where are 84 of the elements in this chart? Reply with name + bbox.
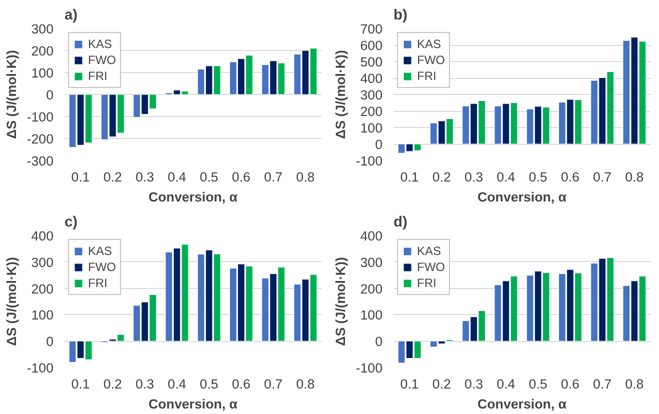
legend-label: FRI	[88, 69, 108, 83]
y-tick-label: -100	[356, 360, 383, 376]
y-tick-label: 0	[46, 88, 54, 102]
y-tick-label: 300	[360, 88, 383, 102]
y-tick-label: 400	[31, 228, 54, 244]
x-tick-label: 0.3	[136, 376, 154, 392]
y-tick-label: 400	[360, 71, 383, 86]
y-tick-label: 200	[360, 104, 383, 119]
legend-label: FRI	[417, 69, 437, 83]
legend-label: FWO	[417, 260, 445, 274]
legend-label: FRI	[417, 276, 437, 290]
legend-label: FRI	[88, 276, 108, 290]
x-tick-label: 0.5	[528, 376, 548, 392]
y-tick-label: -100	[26, 110, 54, 124]
y-tick-label: 0	[375, 137, 383, 152]
x-axis-title: Conversion, α	[148, 190, 238, 204]
x-tick-label: 0.7	[264, 170, 283, 184]
x-tick-label: 0.4	[168, 376, 187, 392]
y-tick-label: 400	[360, 228, 383, 244]
x-tick-label: 0.2	[103, 170, 122, 184]
x-tick-label: 0.3	[464, 170, 484, 184]
x-tick-label: 0.5	[200, 376, 218, 392]
y-axis-title: ΔS (J/(mol·K))	[4, 50, 19, 139]
x-tick-label: 0.8	[296, 170, 315, 184]
legend-label: FWO	[88, 260, 116, 274]
y-tick-label: 100	[31, 308, 54, 323]
x-tick-label: 0.8	[296, 376, 315, 392]
chart-title: c)	[64, 214, 78, 230]
x-tick-label: 0.6	[232, 376, 250, 392]
y-axis-title: ΔS (J/(mol·K))	[332, 257, 348, 346]
legend-label: KAS	[417, 37, 442, 51]
chart-title: d)	[394, 214, 408, 230]
x-tick-label: 0.5	[528, 170, 548, 184]
y-tick-label: -300	[26, 154, 54, 168]
y-tick-label: -100	[356, 154, 383, 168]
x-tick-label: 0.6	[560, 376, 580, 392]
chart-title: b)	[394, 8, 408, 24]
x-tick-label: 0.2	[103, 376, 122, 392]
x-axis-title: Conversion, α	[478, 396, 568, 412]
x-tick-label: 0.1	[400, 170, 419, 184]
x-tick-label: 0.6	[232, 170, 250, 184]
chart-title: a)	[64, 8, 78, 24]
x-tick-label: 0.1	[400, 376, 419, 392]
x-tick-label: 0.4	[496, 376, 516, 392]
y-tick-label: 300	[360, 254, 383, 270]
x-tick-label: 0.1	[71, 376, 90, 392]
y-tick-label: 300	[31, 254, 54, 270]
y-tick-label: -200	[26, 132, 54, 146]
y-tick-label: 300	[31, 22, 54, 36]
x-tick-label: 0.6	[560, 170, 580, 184]
x-tick-label: 0.2	[432, 376, 451, 392]
x-axis-title: Conversion, α	[148, 396, 238, 412]
y-axis-title: ΔS (J/(mol·K))	[332, 50, 348, 139]
y-tick-label: 200	[31, 44, 54, 58]
y-tick-label: 200	[31, 281, 54, 296]
y-axis-title: ΔS (J/(mol·K))	[4, 257, 19, 346]
x-tick-label: 0.7	[264, 376, 283, 392]
x-tick-label: 0.8	[625, 376, 644, 392]
x-tick-label: 0.4	[496, 170, 516, 184]
y-tick-label: 200	[360, 281, 383, 296]
y-tick-label: 700	[360, 22, 383, 36]
y-tick-label: 500	[360, 54, 383, 70]
legend-label: KAS	[417, 244, 442, 258]
legend-label: KAS	[88, 244, 112, 258]
y-tick-label: -100	[26, 360, 54, 376]
x-tick-label: 0.3	[464, 376, 484, 392]
x-tick-label: 0.7	[593, 170, 612, 184]
y-tick-label: 100	[360, 308, 383, 323]
y-tick-label: 0	[375, 334, 383, 350]
x-axis-title: Conversion, α	[478, 190, 568, 204]
x-tick-label: 0.8	[625, 170, 644, 184]
legend-label: KAS	[88, 37, 112, 51]
x-tick-label: 0.1	[71, 170, 90, 184]
y-tick-label: 100	[360, 120, 383, 136]
y-tick-label: 100	[31, 66, 54, 80]
x-tick-label: 0.2	[432, 170, 451, 184]
x-tick-label: 0.7	[593, 376, 612, 392]
legend-label: FWO	[417, 53, 445, 67]
y-tick-label: 600	[360, 38, 383, 53]
y-tick-label: 0	[46, 334, 54, 350]
legend-label: FWO	[88, 53, 116, 67]
x-tick-label: 0.4	[168, 170, 187, 184]
x-tick-label: 0.5	[200, 170, 218, 184]
x-tick-label: 0.3	[136, 170, 154, 184]
